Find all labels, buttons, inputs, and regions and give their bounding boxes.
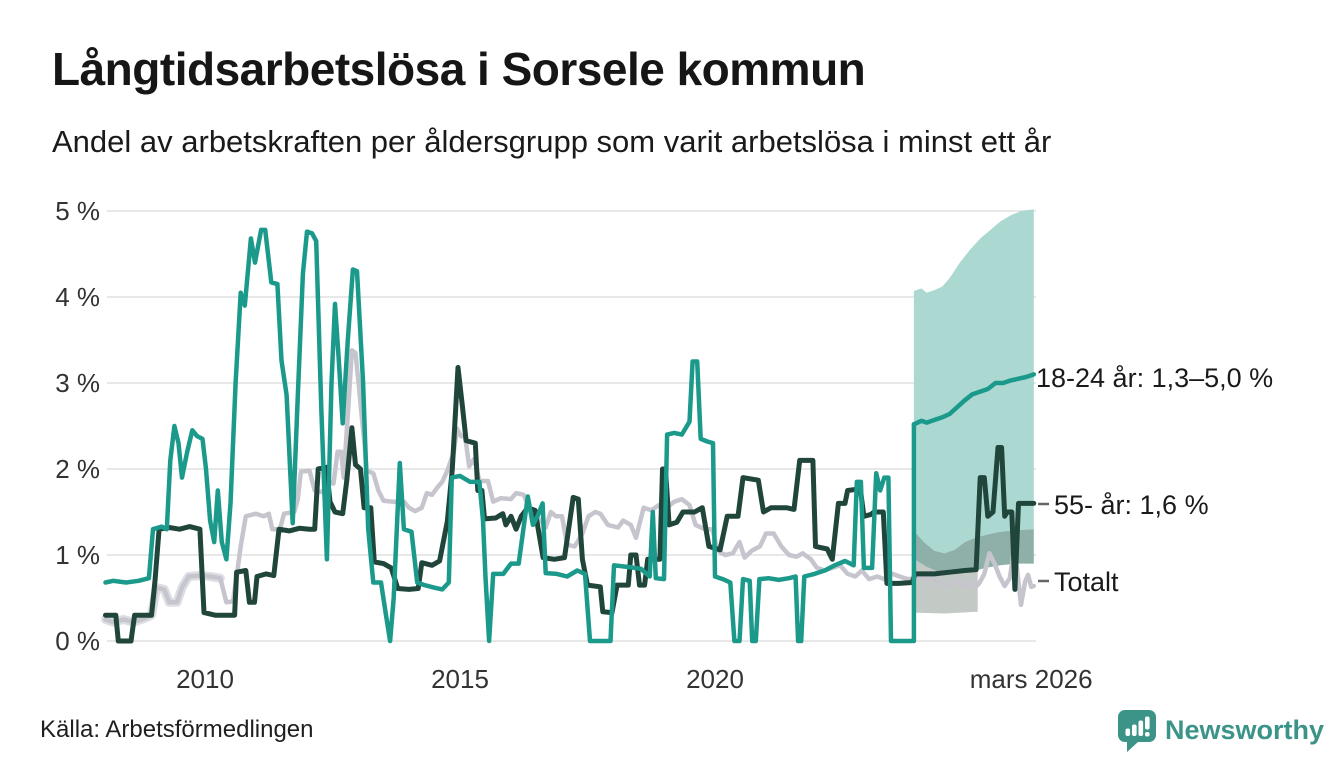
newsworthy-logo-icon [1118, 710, 1156, 752]
newsworthy-logo: Newsworthy [1117, 708, 1324, 752]
chart-subtitle: Andel av arbetskraften per åldersgrupp s… [52, 124, 1052, 159]
series-label-totalt: Totalt [1054, 567, 1119, 597]
newsworthy-logo-text: Newsworthy [1165, 714, 1325, 745]
y-tick-label: 3 % [55, 368, 100, 398]
forecast-line-18-24 [911, 372, 1037, 427]
y-tick-label: 0 % [55, 626, 100, 656]
x-tick-label: 2010 [176, 664, 234, 694]
y-tick-label: 1 % [55, 540, 100, 570]
series-line-totalt [103, 348, 1037, 625]
series-line-18-24 [103, 227, 915, 644]
y-tick-label: 4 % [55, 282, 100, 312]
forecast-band-55 [913, 529, 1034, 574]
x-tick-label: 2020 [686, 664, 744, 694]
y-tick-label: 2 % [55, 454, 100, 484]
x-tick-label: mars 2026 [969, 664, 1093, 694]
x-tick-label: 2015 [431, 664, 489, 694]
page-title: Långtidsarbetslösa i Sorsele kommun [52, 43, 866, 95]
series-line-55 [103, 365, 1037, 644]
y-tick-label: 5 % [55, 196, 100, 226]
source-note: Källa: Arbetsförmedlingen [40, 716, 314, 743]
series-label-55: 55- år: 1,6 % [1054, 490, 1209, 520]
series-label-18-24: 18-24 år: 1,3–5,0 % [1036, 363, 1274, 393]
